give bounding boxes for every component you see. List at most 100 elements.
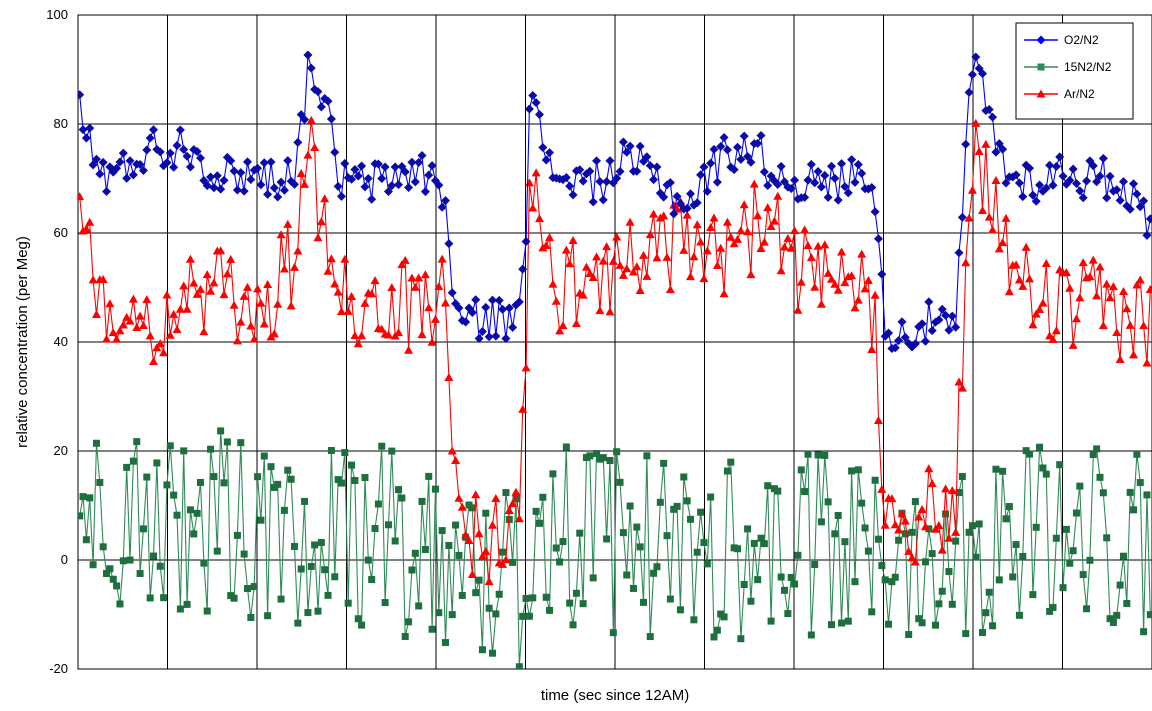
data-point [304, 609, 312, 617]
data-point [484, 332, 494, 342]
data-point [189, 278, 199, 287]
data-point [988, 225, 998, 234]
data-point [840, 182, 850, 192]
data-point [921, 558, 929, 566]
data-point [1113, 611, 1121, 619]
data-point [800, 192, 810, 202]
data-point [397, 260, 407, 269]
data-point [522, 594, 530, 602]
data-point [756, 131, 766, 141]
data-point [900, 516, 910, 525]
data-point [895, 536, 903, 544]
data-point [122, 173, 132, 183]
data-point [273, 299, 283, 308]
data-point [438, 527, 446, 535]
data-point [209, 183, 219, 193]
data-point [868, 608, 876, 616]
data-point [753, 138, 763, 148]
data-point [697, 508, 705, 516]
data-point [1129, 179, 1139, 189]
data-point [645, 230, 655, 239]
data-point [91, 154, 101, 164]
data-point [975, 520, 983, 528]
data-point [673, 502, 681, 510]
data-point [642, 271, 652, 280]
data-point [172, 325, 182, 334]
data-point [273, 192, 283, 202]
data-point [784, 610, 792, 618]
data-point [914, 512, 924, 521]
data-point [199, 327, 209, 336]
data-point [401, 632, 409, 640]
data-point [608, 256, 618, 265]
data-point [408, 566, 416, 574]
data-point [753, 211, 763, 220]
data-point [78, 90, 85, 100]
data-point [424, 303, 434, 312]
data-point [259, 319, 269, 328]
data-point [803, 175, 813, 185]
data-point [873, 234, 883, 244]
data-point [796, 277, 806, 286]
data-point [908, 528, 916, 536]
data-point [377, 173, 387, 183]
data-point [561, 173, 571, 183]
data-point [727, 458, 735, 466]
data-point [1146, 611, 1152, 619]
data-point [1089, 451, 1097, 459]
data-point [850, 177, 860, 187]
data-point [1025, 450, 1033, 458]
data-point [219, 290, 229, 299]
data-point [320, 194, 330, 203]
data-point [454, 493, 464, 502]
data-point [454, 303, 464, 313]
data-point [1105, 171, 1115, 181]
data-point [1052, 534, 1060, 542]
data-point [1011, 170, 1021, 180]
data-point [425, 472, 433, 480]
data-point [706, 222, 716, 231]
data-point [276, 230, 286, 239]
data-point [1002, 515, 1010, 523]
data-point [515, 663, 523, 669]
data-point [514, 514, 524, 523]
data-point [978, 69, 988, 79]
data-point [780, 586, 788, 594]
data-point [357, 161, 367, 171]
data-point [1102, 193, 1112, 203]
data-point [840, 278, 850, 287]
data-point [360, 298, 370, 307]
data-point [136, 569, 144, 577]
data-point [854, 466, 862, 474]
data-point [85, 123, 95, 133]
data-point [927, 479, 937, 488]
data-point [478, 646, 486, 654]
data-point [759, 237, 769, 246]
data-point [259, 158, 269, 168]
data-point [196, 284, 206, 293]
data-point [619, 529, 627, 537]
data-point [1106, 615, 1114, 623]
data-point [938, 587, 946, 595]
data-point [552, 544, 560, 552]
data-point [381, 599, 389, 607]
data-point [300, 115, 310, 125]
data-point [646, 633, 654, 641]
data-point [920, 336, 930, 346]
data-point [803, 241, 813, 250]
data-point [907, 553, 917, 562]
data-point [487, 295, 497, 305]
data-point [128, 294, 138, 303]
data-point [606, 457, 614, 465]
data-point [994, 244, 1004, 253]
data-point [316, 102, 326, 112]
data-point [1139, 196, 1149, 206]
data-point [555, 326, 565, 335]
data-point [163, 481, 171, 489]
data-point [692, 220, 702, 229]
data-point [257, 516, 265, 524]
data-point [103, 570, 111, 578]
data-point [170, 491, 178, 499]
data-point [844, 617, 852, 625]
data-point [340, 254, 350, 263]
